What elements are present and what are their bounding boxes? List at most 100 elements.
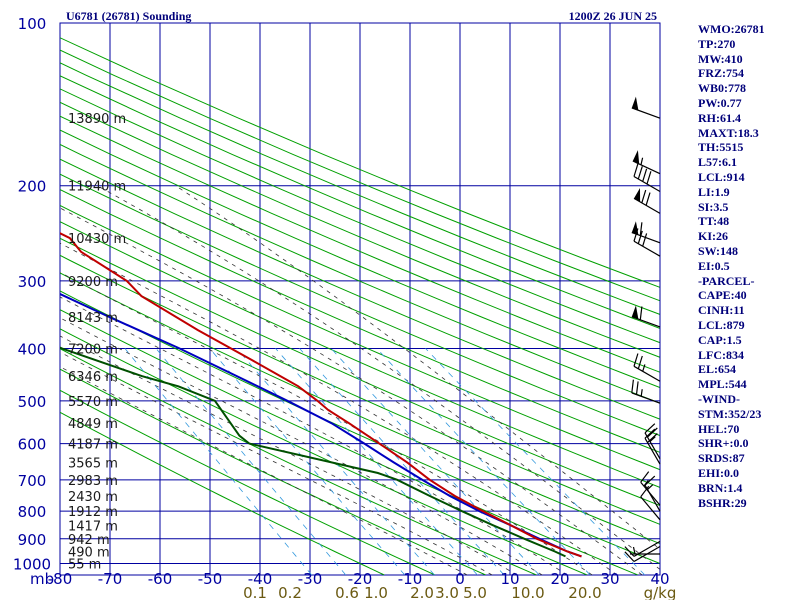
- stability-index-item: EI:0.5: [698, 258, 730, 273]
- stability-index-item: EHI:0.0: [698, 465, 740, 480]
- mixing-ratio-label: 0.6: [335, 584, 359, 600]
- dry-adiabat-line: [60, 290, 660, 565]
- moist-adiabat-line: [60, 271, 593, 575]
- mixing-ratio-line: [330, 348, 540, 575]
- wind-barb-full-flag: [639, 222, 643, 236]
- wind-barb-full-flag: [647, 433, 658, 444]
- dry-adiabat-line: [60, 254, 660, 525]
- mixing-ratio-label: 0.1: [243, 584, 267, 600]
- moist-adiabat-line: [97, 185, 660, 570]
- temperature-tick-label: -40: [248, 570, 273, 588]
- wind-barb-full-flag: [624, 546, 635, 557]
- wind-barb: [640, 485, 661, 521]
- adiabat-lines: [60, 37, 660, 575]
- dry-adiabat-line: [60, 75, 660, 330]
- wind-barb-half-flag: [643, 480, 649, 487]
- wind-barb-half-flag: [649, 436, 656, 442]
- pressure-tick-label: 1000: [13, 556, 51, 574]
- mixing-ratio-label: 20.0: [568, 584, 601, 600]
- height-label: 7200 m: [68, 342, 118, 357]
- wind-barb-full-flag: [644, 428, 656, 439]
- moist-adiabat-line: [60, 317, 543, 575]
- pressure-temperature-grid: [59, 22, 661, 576]
- pressure-tick-label: 700: [18, 472, 47, 490]
- stability-index-item: LCL:914: [698, 169, 745, 184]
- temperature-tick-label: 0: [455, 570, 465, 588]
- wind-barb-staff: [644, 432, 661, 460]
- stability-index-item: LFC:834: [698, 347, 744, 362]
- wind-barb: [633, 163, 661, 193]
- temperature-tick-label: -60: [148, 570, 173, 588]
- height-label: 1417 m: [68, 519, 118, 534]
- temperature-profile: [60, 232, 582, 558]
- temperature-tick-label: -50: [198, 570, 223, 588]
- stability-index-item: -PARCEL-: [698, 273, 755, 288]
- dry-adiabat-line: [60, 309, 638, 575]
- wind-barb-staff: [631, 392, 661, 404]
- moist-adiabat-line: [60, 366, 468, 575]
- height-label: 9200 m: [68, 275, 118, 290]
- dry-adiabat-line: [60, 88, 660, 344]
- pressure-tick-label: 400: [18, 340, 47, 358]
- stability-index-item: TP:270: [698, 36, 736, 51]
- wind-barb-full-flag: [644, 423, 656, 434]
- stability-index-item: FRZ:754: [698, 66, 744, 81]
- temperature-tick-label: 10: [500, 570, 519, 588]
- wind-barb-half-flag: [642, 364, 646, 372]
- dry-adiabat-line: [60, 237, 660, 507]
- wind-barb: [629, 546, 661, 555]
- stability-index-item: SRDS:87: [698, 451, 745, 466]
- mixing-ratio-line: [425, 348, 646, 575]
- mixing-ratio-label: 10.0: [511, 584, 544, 600]
- mixing-ratio-line: [376, 348, 591, 575]
- mixing-ratio-label: 1.0: [364, 584, 388, 600]
- wind-barb-full-flag: [646, 171, 652, 185]
- moist-adiabat-line: [60, 296, 568, 575]
- moist-adiabat-line: [60, 242, 618, 575]
- wind-barb-full-flag: [637, 166, 643, 180]
- stability-index-item: CINH:11: [698, 303, 745, 318]
- dry-adiabat-line: [60, 389, 436, 575]
- temperature-tick-label: 20: [550, 570, 569, 588]
- mixing-ratio-line: [124, 348, 313, 575]
- pressure-tick-label: 600: [18, 436, 47, 454]
- wind-barb-full-flag: [642, 168, 648, 182]
- wind-barb-staff: [640, 496, 661, 521]
- stability-index-item: CAPE:40: [698, 288, 747, 303]
- stability-index-item: MW:410: [698, 51, 743, 66]
- dry-adiabat-line: [60, 37, 660, 288]
- wind-barb-half-flag: [640, 157, 644, 165]
- wind-barbs: [624, 23, 661, 575]
- mixing-ratio-label: 0.2: [278, 584, 302, 600]
- stability-index-item: -WIND-: [698, 391, 740, 406]
- mixing-ratio-label: 2.0: [410, 584, 434, 600]
- pressure-tick-label: 800: [18, 503, 47, 521]
- pressure-tick-label: 100: [18, 15, 47, 33]
- wind-barb-full-flag: [640, 471, 650, 483]
- dry-adiabat-line: [60, 189, 660, 453]
- wind-barb: [633, 353, 661, 382]
- wind-barb: [631, 221, 661, 244]
- pressure-tick-label: 300: [18, 273, 47, 291]
- stability-index-item: LI:1.9: [698, 184, 730, 199]
- mixing-ratio-line: [275, 348, 478, 575]
- wind-barb-full-flag: [637, 230, 643, 244]
- stability-index-item: STM:352/23: [698, 406, 762, 421]
- height-label: 4849 m: [68, 417, 118, 432]
- dry-adiabat-line: [60, 221, 660, 488]
- dry-adiabat-line: [60, 272, 660, 545]
- dry-adiabat-line: [60, 49, 660, 302]
- mixing-ratio-label: 3.0: [435, 584, 459, 600]
- chart-title: U6781 (26781) Sounding: [66, 9, 191, 23]
- pressure-tick-label: 900: [18, 531, 47, 549]
- stability-index-item: SW:148: [698, 243, 739, 258]
- height-label: 6346 m: [68, 370, 118, 385]
- wind-barb-staff: [633, 197, 661, 214]
- wind-barb-pennant: [631, 221, 639, 235]
- dry-adiabat-line: [60, 129, 660, 389]
- stability-index-item: EL:654: [698, 362, 737, 377]
- stability-index-item: PW:0.77: [698, 95, 742, 110]
- wind-barb-full-flag: [633, 163, 639, 177]
